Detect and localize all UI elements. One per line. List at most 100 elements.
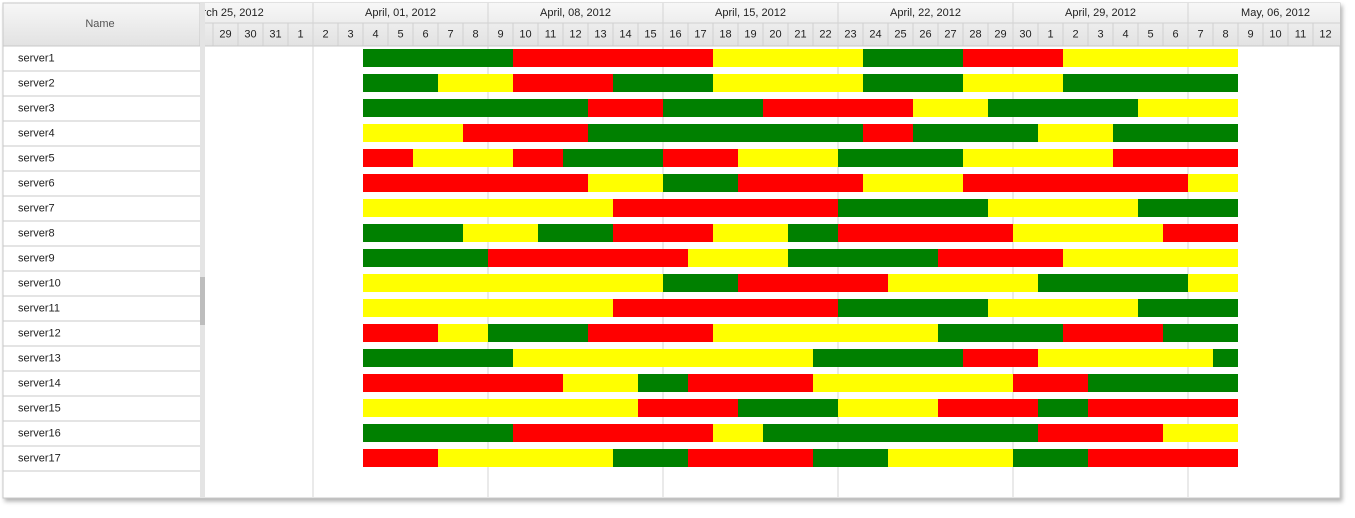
task-bar[interactable] [638,399,738,417]
task-bar[interactable] [1163,324,1238,342]
task-bar[interactable] [738,174,863,192]
task-bar[interactable] [613,224,713,242]
task-bar[interactable] [1088,449,1238,467]
task-bar[interactable] [838,299,988,317]
task-bar[interactable] [363,74,438,92]
task-bar[interactable] [1163,424,1238,442]
task-bar[interactable] [363,174,588,192]
task-bar[interactable] [738,399,838,417]
task-bar[interactable] [363,249,488,267]
task-bar[interactable] [588,124,863,142]
task-bar[interactable] [863,74,963,92]
row-name[interactable]: server14 [18,377,61,389]
task-bar[interactable] [413,149,513,167]
task-bar[interactable] [963,74,1063,92]
task-bar[interactable] [613,199,838,217]
task-bar[interactable] [1038,399,1088,417]
task-bar[interactable] [363,449,438,467]
task-bar[interactable] [438,449,613,467]
task-bar[interactable] [363,124,463,142]
name-header-cell[interactable] [2,2,201,47]
row-name[interactable]: server2 [18,77,55,89]
task-bar[interactable] [563,149,663,167]
task-bar[interactable] [363,374,563,392]
task-bar[interactable] [438,324,488,342]
task-bar[interactable] [438,74,513,92]
task-bar[interactable] [963,349,1038,367]
row-name[interactable]: server16 [18,427,61,439]
task-bar[interactable] [1088,399,1238,417]
scrollbar-thumb[interactable] [200,277,205,325]
task-bar[interactable] [463,224,538,242]
task-bar[interactable] [363,199,613,217]
task-bar[interactable] [1063,249,1238,267]
task-bar[interactable] [363,274,663,292]
task-bar[interactable] [988,199,1138,217]
task-bar[interactable] [1013,374,1088,392]
task-bar[interactable] [1138,299,1238,317]
row-name[interactable]: server10 [18,277,61,289]
task-bar[interactable] [988,99,1138,117]
task-bar[interactable] [638,374,688,392]
task-bar[interactable] [888,274,1038,292]
task-bar[interactable] [838,399,938,417]
row-name[interactable]: server7 [18,202,55,214]
task-bar[interactable] [713,49,863,67]
row-name[interactable]: server5 [18,152,55,164]
task-bar[interactable] [663,99,763,117]
row-name[interactable]: server11 [18,302,60,314]
task-bar[interactable] [463,124,588,142]
row-name[interactable]: server15 [18,402,61,414]
task-bar[interactable] [813,449,888,467]
splitter[interactable] [200,3,205,498]
task-bar[interactable] [513,424,713,442]
task-bar[interactable] [713,324,938,342]
task-bar[interactable] [863,124,913,142]
task-bar[interactable] [538,224,613,242]
task-bar[interactable] [763,99,913,117]
task-bar[interactable] [1038,274,1188,292]
task-bar[interactable] [1163,224,1238,242]
task-bar[interactable] [1038,424,1163,442]
task-bar[interactable] [363,424,513,442]
task-bar[interactable] [1188,274,1238,292]
task-bar[interactable] [713,424,763,442]
task-bar[interactable] [513,49,713,67]
task-bar[interactable] [1113,124,1238,142]
task-bar[interactable] [363,349,513,367]
task-bar[interactable] [963,174,1188,192]
task-bar[interactable] [1063,324,1163,342]
task-bar[interactable] [588,99,663,117]
row-name[interactable]: server8 [18,227,55,239]
task-bar[interactable] [938,324,1063,342]
task-bar[interactable] [838,199,988,217]
task-bar[interactable] [563,374,638,392]
task-bar[interactable] [1038,349,1213,367]
task-bar[interactable] [788,249,938,267]
task-bar[interactable] [988,299,1138,317]
task-bar[interactable] [1138,199,1238,217]
task-bar[interactable] [1063,74,1238,92]
task-bar[interactable] [663,174,738,192]
row-name[interactable]: server13 [18,352,61,364]
task-bar[interactable] [513,149,563,167]
task-bar[interactable] [363,149,413,167]
task-bar[interactable] [938,399,1038,417]
task-bar[interactable] [363,99,588,117]
task-bar[interactable] [863,174,963,192]
task-bar[interactable] [1013,449,1088,467]
task-bar[interactable] [963,49,1063,67]
task-bar[interactable] [1013,224,1163,242]
task-bar[interactable] [588,324,713,342]
task-bar[interactable] [688,249,788,267]
task-bar[interactable] [363,399,638,417]
task-bar[interactable] [663,274,738,292]
task-bar[interactable] [863,49,963,67]
task-bar[interactable] [913,124,1038,142]
task-bar[interactable] [363,299,613,317]
task-bar[interactable] [738,274,888,292]
task-bar[interactable] [813,349,963,367]
task-bar[interactable] [488,249,688,267]
task-bar[interactable] [363,324,438,342]
task-bar[interactable] [838,149,963,167]
